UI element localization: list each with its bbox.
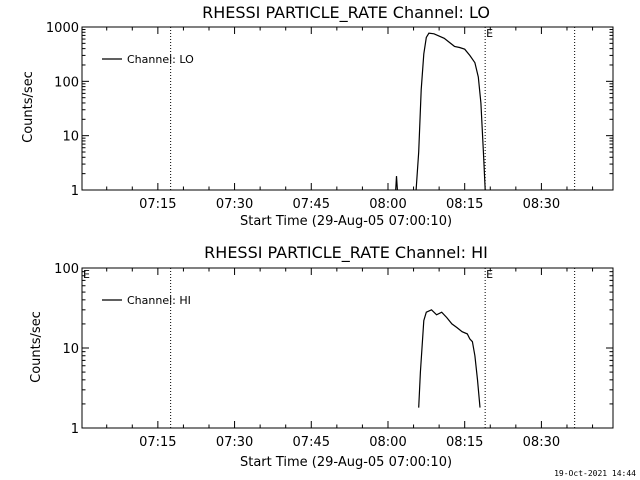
x-tick-label: 08:00 xyxy=(369,435,406,450)
legend-entry: Channel: HI xyxy=(127,294,191,307)
chart-title: RHESSI PARTICLE_RATE Channel: HI xyxy=(204,243,488,263)
corner-marker-label: E xyxy=(83,268,90,281)
series-line xyxy=(415,32,486,191)
y-axis-label: Counts/sec xyxy=(21,71,36,143)
x-tick-label: 08:30 xyxy=(523,197,560,212)
chart-title: RHESSI PARTICLE_RATE Channel: LO xyxy=(202,3,490,23)
x-tick-label: 07:45 xyxy=(293,197,330,212)
x-tick-label: 07:15 xyxy=(139,435,176,450)
x-tick-label: 07:45 xyxy=(293,435,330,450)
y-tick-label: 100 xyxy=(54,262,79,277)
y-tick-label: 10 xyxy=(62,342,79,357)
legend-entry: Channel: LO xyxy=(127,53,194,66)
x-tick-label: 08:15 xyxy=(446,197,483,212)
y-tick-label: 100 xyxy=(54,75,79,90)
x-tick-label: 07:30 xyxy=(216,197,253,212)
x-tick-label: 08:00 xyxy=(369,197,406,212)
y-tick-label: 1000 xyxy=(46,21,79,36)
y-tick-label: 10 xyxy=(62,130,79,145)
panel-lo: RHESSI PARTICLE_RATE Channel: LO Start T… xyxy=(21,3,614,229)
series-line xyxy=(418,309,481,408)
timestamp-footer: 19-Oct-2021 14:44 xyxy=(554,469,636,478)
series-line xyxy=(395,176,398,191)
x-axis-label: Start Time (29-Aug-05 07:00:10) xyxy=(240,455,452,470)
event-marker-label: E xyxy=(486,27,493,40)
plot-frame xyxy=(81,267,614,429)
y-axis-label: Counts/sec xyxy=(29,311,44,383)
plot-frame xyxy=(81,26,614,191)
event-marker-label: E xyxy=(486,268,493,281)
y-tick-label: 1 xyxy=(71,422,79,437)
x-tick-label: 08:15 xyxy=(446,435,483,450)
panel-hi: RHESSI PARTICLE_RATE Channel: HI Start T… xyxy=(29,243,614,470)
x-axis-label: Start Time (29-Aug-05 07:00:10) xyxy=(240,214,452,229)
x-tick-label: 07:15 xyxy=(139,197,176,212)
y-tick-label: 1 xyxy=(71,184,79,199)
x-tick-label: 07:30 xyxy=(216,435,253,450)
x-tick-label: 08:30 xyxy=(523,435,560,450)
